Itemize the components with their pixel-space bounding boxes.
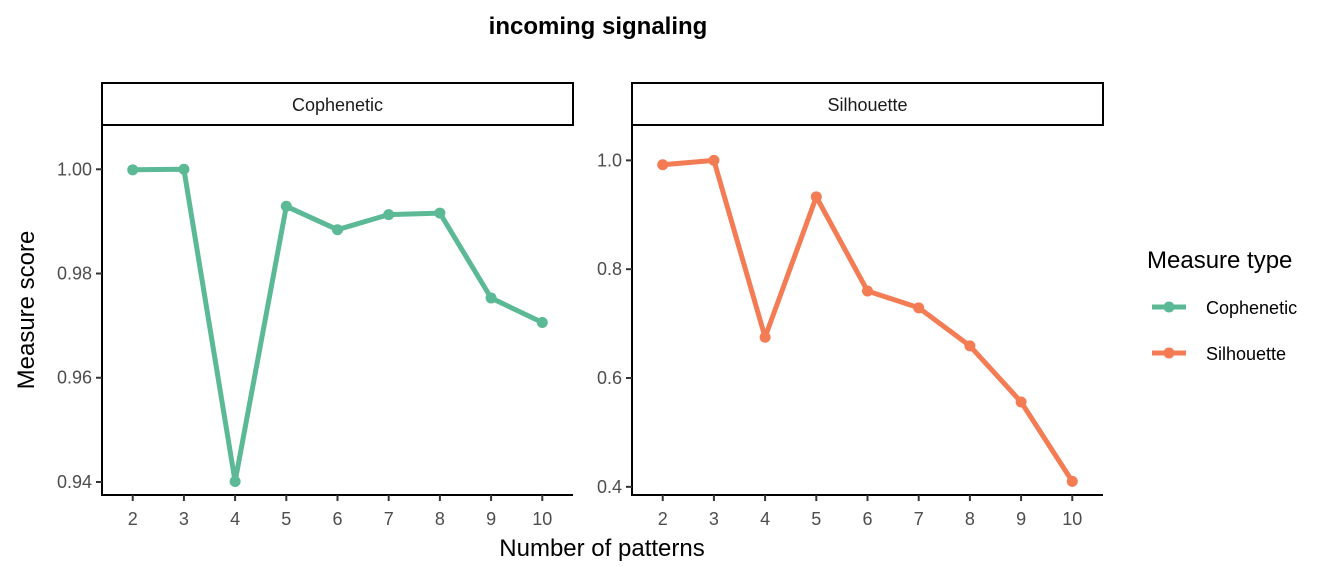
strip-label-silhouette: Silhouette: [827, 95, 907, 115]
data-point-silhouette: [862, 285, 873, 297]
x-tick-label: 6: [332, 509, 342, 529]
x-tick-label: 3: [179, 509, 189, 529]
y-tick-label: 0.94: [57, 472, 92, 492]
y-tick-label: 0.8: [597, 259, 622, 279]
legend-title: Measure type: [1147, 247, 1292, 274]
x-tick-label: 9: [1016, 509, 1026, 529]
x-tick-label: 9: [486, 509, 496, 529]
x-tick-label: 2: [658, 509, 668, 529]
data-point-cophenetic: [536, 317, 548, 329]
x-tick-label: 10: [1062, 509, 1082, 529]
data-point-cophenetic: [229, 475, 241, 487]
strip-silhouette: [631, 82, 1104, 126]
x-tick-label: 8: [965, 509, 975, 529]
data-point-cophenetic: [383, 209, 395, 221]
data-point-cophenetic: [485, 292, 497, 304]
x-tick-label: 5: [281, 509, 291, 529]
strip-label-cophenetic: Cophenetic: [292, 95, 383, 115]
x-tick-label: 5: [811, 509, 821, 529]
y-tick-label: 0.4: [597, 477, 622, 497]
y-tick-label: 0.96: [57, 368, 92, 388]
x-tick-label: 10: [532, 509, 552, 529]
data-point-silhouette: [1015, 396, 1027, 408]
x-tick-label: 7: [384, 509, 394, 529]
data-point-cophenetic: [127, 164, 139, 176]
y-tick-label: 0.6: [597, 368, 622, 388]
series-line-cophenetic: [130, 166, 545, 484]
data-point-silhouette: [657, 159, 669, 171]
data-point-silhouette: [1066, 475, 1078, 487]
data-point-silhouette: [810, 191, 822, 203]
strip-cophenetic: [101, 82, 574, 126]
x-axis-title: Number of patterns: [499, 535, 704, 562]
chart-title: incoming signaling: [489, 13, 708, 40]
legend-label-silhouette: Silhouette: [1206, 344, 1286, 364]
data-point-cophenetic: [434, 207, 446, 219]
data-point-silhouette: [759, 331, 771, 343]
legend-key-point-silhouette: [1163, 347, 1175, 359]
x-tick-label: 8: [435, 509, 445, 529]
panel-cophenetic: Cophenetic 0.94 0.96 0.98 1.00 2 3 4 5 6 7 8 9 10: [57, 82, 574, 529]
x-tick-label: 2: [128, 509, 138, 529]
panel-silhouette: Silhouette 0.4 0.6 0.8 1.0 2 3 4 5 6 7 8 9 10: [597, 82, 1104, 529]
legend-key-point-cophenetic: [1163, 301, 1175, 313]
y-tick-label: 1.00: [57, 159, 92, 179]
x-tick-label: 6: [862, 509, 872, 529]
x-tick-label: 4: [760, 509, 770, 529]
x-tick-label: 4: [230, 509, 240, 529]
data-point-silhouette: [913, 302, 925, 314]
data-point-silhouette: [964, 340, 976, 352]
legend: Measure type Cophenetic Silhouette: [1147, 247, 1297, 364]
legend-label-cophenetic: Cophenetic: [1206, 298, 1297, 318]
y-tick-label: 0.98: [57, 264, 92, 284]
y-axis-title: Measure score: [13, 231, 40, 390]
y-tick-label: 1.0: [597, 150, 622, 170]
x-tick-label: 3: [709, 509, 719, 529]
data-point-cophenetic: [280, 200, 292, 212]
x-tick-label: 7: [914, 509, 924, 529]
data-point-silhouette: [708, 154, 720, 166]
data-point-cophenetic: [332, 224, 343, 236]
series-line-silhouette: [660, 157, 1075, 484]
data-point-cophenetic: [178, 163, 190, 175]
